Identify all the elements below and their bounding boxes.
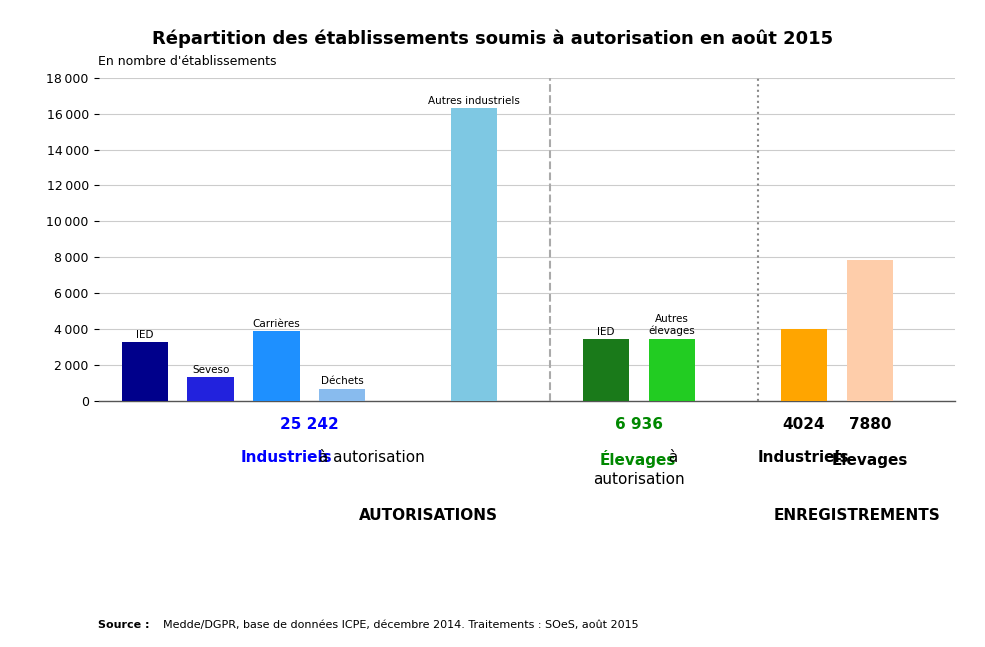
- Bar: [781, 329, 826, 401]
- Bar: [187, 377, 233, 401]
- Text: IED: IED: [136, 330, 154, 340]
- Text: ENREGISTREMENTS: ENREGISTREMENTS: [773, 508, 940, 523]
- Text: Élevages: Élevages: [831, 450, 908, 468]
- Text: à: à: [664, 450, 678, 465]
- Text: Source :: Source :: [98, 620, 150, 630]
- Text: Élevages: Élevages: [600, 450, 676, 468]
- Text: Autres
élevages: Autres élevages: [648, 314, 695, 336]
- Text: 7880: 7880: [848, 417, 891, 432]
- Text: 4024: 4024: [782, 417, 825, 432]
- Text: Déchets: Déchets: [321, 377, 363, 386]
- Text: 25 242: 25 242: [280, 417, 339, 432]
- Text: à autorisation: à autorisation: [314, 450, 426, 465]
- Text: Medde/DGPR, base de données ICPE, décembre 2014. Traitements : SOeS, août 2015: Medde/DGPR, base de données ICPE, décemb…: [163, 620, 638, 630]
- Bar: [451, 108, 497, 401]
- Bar: [253, 331, 299, 401]
- Text: IED: IED: [597, 327, 615, 337]
- Bar: [847, 259, 892, 401]
- Text: Industriels: Industriels: [758, 450, 850, 465]
- Text: Carrières: Carrières: [252, 319, 300, 329]
- Bar: [583, 339, 629, 401]
- Bar: [649, 338, 695, 401]
- Text: 6 936: 6 936: [615, 417, 663, 432]
- Text: Industriels: Industriels: [240, 450, 332, 465]
- Text: AUTORISATIONS: AUTORISATIONS: [359, 508, 497, 523]
- Text: Autres industriels: Autres industriels: [428, 96, 520, 106]
- Text: En nombre d'établissements: En nombre d'établissements: [98, 55, 277, 68]
- Text: Seveso: Seveso: [192, 365, 230, 375]
- Text: Répartition des établissements soumis à autorisation en août 2015: Répartition des établissements soumis à …: [152, 29, 833, 48]
- Bar: [121, 342, 167, 401]
- Bar: [319, 389, 365, 401]
- Text: autorisation: autorisation: [593, 472, 685, 487]
